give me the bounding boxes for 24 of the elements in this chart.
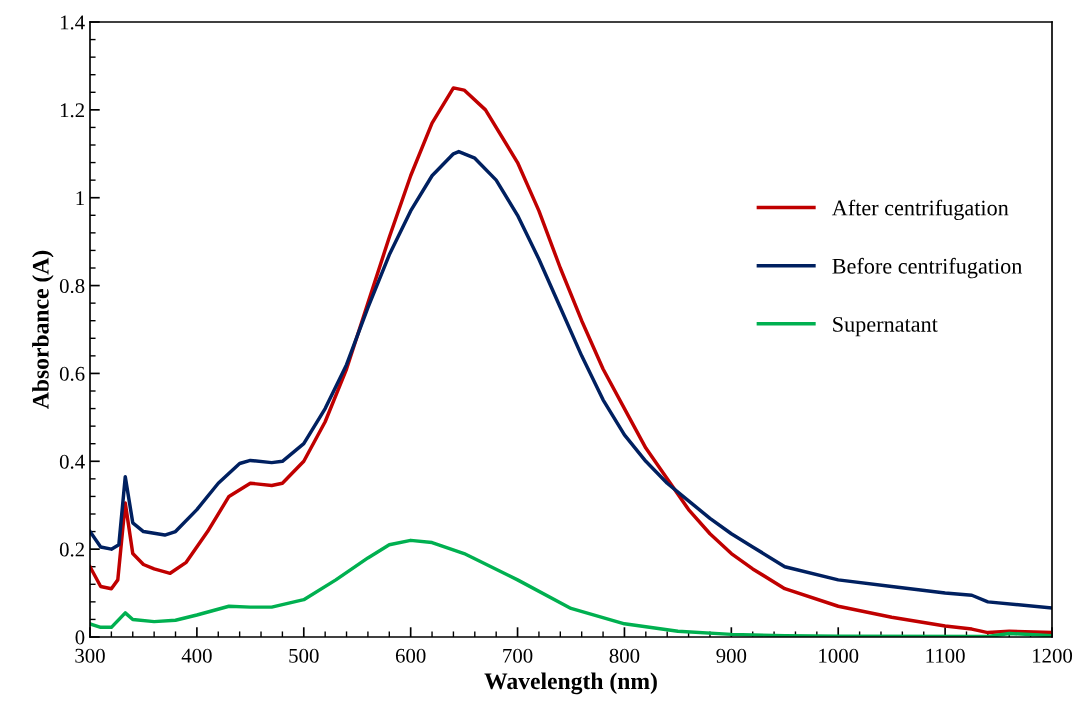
y-tick-label: 0.2 — [59, 542, 84, 557]
legend-label: Before centrifugation — [832, 257, 1023, 279]
x-tick-label: 1100 — [926, 648, 965, 663]
x-tick-label: 1000 — [819, 648, 859, 663]
line-series — [90, 149, 1052, 610]
y-tick-label: 1 — [76, 191, 84, 205]
x-tick-label: 500 — [289, 648, 319, 663]
y-tick-label: 0.8 — [59, 278, 85, 294]
x-tick-label: 300 — [75, 648, 105, 663]
legend-label: Supernatant — [833, 316, 938, 337]
y-tick-label: 1.4 — [60, 15, 85, 30]
y-tick-label: 0.6 — [59, 366, 85, 381]
x-tick-label: 700 — [503, 648, 533, 663]
x-axis-title: Wavelength (nm) — [484, 672, 657, 695]
x-tick-label: 800 — [609, 648, 640, 663]
x-tick-label: 900 — [716, 648, 747, 663]
x-tick-label: 600 — [395, 648, 426, 663]
x-tick-label: 400 — [181, 648, 212, 663]
y-tick-label: 0 — [75, 630, 85, 645]
y-tick-label: 1.2 — [60, 103, 84, 118]
y-axis-title: Absorbance (A) — [32, 250, 54, 409]
x-tick-label: 1200 — [1033, 648, 1073, 663]
y-tick-label: 0.4 — [59, 454, 85, 469]
legend-label: After centrifugation — [831, 199, 1009, 221]
